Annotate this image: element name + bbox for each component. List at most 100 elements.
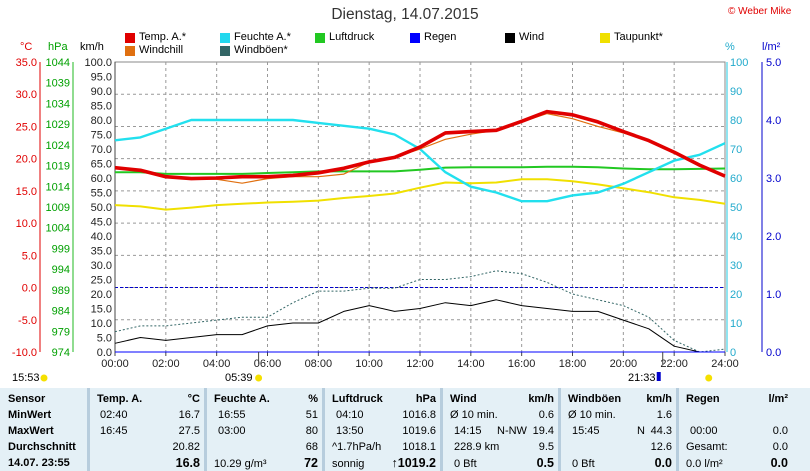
temp-min-value: 16.7 [178, 409, 200, 421]
stats-head-rain: Regen [686, 393, 720, 405]
wind-distance: 228.9 km [454, 441, 500, 453]
x-tick-label: 12:00 [406, 358, 434, 370]
pressure-tick-label: 1034 [46, 98, 70, 110]
stats-unit-rain: l/m² [768, 393, 788, 405]
legend-swatch-rain [410, 33, 420, 43]
rain-tick-label: 2.0 [766, 231, 781, 243]
stats-row-avg: Durchschnitt [8, 441, 76, 453]
temp-tick-label: 10.0 [16, 218, 37, 230]
humidity-absolute: 10.29 g/m³ [214, 458, 267, 470]
stats-head-humidity: Feuchte A. [214, 393, 270, 405]
wind-tick-label: 90.0 [91, 86, 112, 98]
legend-swatch-wind [505, 33, 515, 43]
stats-unit-humidity: % [308, 393, 318, 405]
wind-tick-label: 35.0 [91, 246, 112, 258]
x-tick-label: 18:00 [559, 358, 587, 370]
legend-label-humidity: Feuchte A.* [234, 31, 291, 43]
chart-title: Dienstag, 14.07.2015 [331, 6, 479, 23]
pressure-tick-label: 1004 [46, 223, 70, 235]
rain-tick-label: 3.0 [766, 173, 781, 185]
legend-label-gust: Windböen* [234, 44, 288, 56]
stats-separator [322, 388, 325, 471]
x-tick-label: 16:00 [508, 358, 536, 370]
wind-tick-label: 10.0 [91, 318, 112, 330]
humidity-tick-label: 60 [730, 173, 742, 185]
series-line-taupunkt [114, 178, 726, 211]
wind-beaufort: 0 Bft [454, 458, 477, 470]
stats-separator [87, 388, 90, 471]
humidity-tick-label: 80 [730, 115, 742, 127]
rain-tick-label: 0.0 [766, 347, 781, 359]
x-tick-label: 02:00 [152, 358, 180, 370]
humidity-tick-label: 90 [730, 86, 742, 98]
x-tick-label: 00:00 [101, 358, 129, 370]
humidity-tick-label: 50 [730, 202, 742, 214]
temp-tick-label: 35.0 [16, 57, 37, 69]
legend-label-wind: Wind [519, 31, 545, 43]
stats-row-min: MinWert [8, 409, 52, 421]
legend-label-rain: Regen [424, 31, 457, 43]
wind-tick-label: 95.0 [91, 72, 112, 84]
stats-separator [676, 388, 679, 471]
wind-tick-label: 5.0 [97, 333, 112, 345]
weather-chart: 35.0 30.0 25.0 20.0 15.0 10.0 5.0 0.0 -5.0 -10.0 1… [12, 57, 781, 382]
stats-row-now: 14.07. 23:55 [8, 457, 70, 469]
wind-axis-unit: km/h [80, 41, 104, 53]
x-tick-label: 22:00 [660, 358, 688, 370]
gust-now-value: 0.0 [654, 456, 672, 470]
stats-head-wind: Wind [450, 393, 477, 405]
humidity-tick-label: 20 [730, 289, 742, 301]
x-tick-label: 20:00 [610, 358, 638, 370]
wind-tick-label: 25.0 [91, 275, 112, 287]
stats-unit-temp: °C [187, 393, 200, 405]
humidity-now-value: 72 [304, 456, 318, 470]
wind-tick-label: 80.0 [91, 115, 112, 127]
x-tick-label: 14:00 [457, 358, 485, 370]
rain-tick-label: 1.0 [766, 289, 781, 301]
gust-max-value: 44.3 [650, 425, 672, 437]
humidity-max-value: 80 [305, 425, 318, 437]
wind-avg-value: 9.5 [538, 441, 554, 453]
wind-tick-label: 50.0 [91, 202, 112, 214]
humidity-tick-label: 40 [730, 231, 742, 243]
temp-avg-value: 20.82 [172, 441, 200, 453]
stats-separator [440, 388, 443, 471]
wind-max-value: 19.4 [532, 425, 554, 437]
wind-tick-label: 55.0 [91, 188, 112, 200]
wind-tick-label: 100.0 [84, 57, 112, 69]
legend-label-windchill: Windchill [139, 44, 184, 56]
rain-tick-label: 4.0 [766, 115, 781, 127]
stats-table: Sensor MinWert MaxWert Durchschnitt 14.0… [0, 388, 810, 471]
temp-tick-label: 5.0 [22, 250, 37, 262]
sun-icon [40, 374, 48, 382]
sunrise-icon [255, 374, 263, 382]
gust-avg-value: 12.6 [650, 441, 672, 453]
x-tick-label: 08:00 [305, 358, 333, 370]
wind-tick-label: 20.0 [91, 289, 112, 301]
temp-min-time: 02:40 [100, 409, 128, 421]
wind-avg10-label: Ø 10 min. [450, 409, 498, 421]
humidity-max-time: 03:00 [218, 425, 246, 437]
rain-tick-label: 5.0 [766, 57, 781, 69]
pressure-min-time: 04:10 [336, 409, 364, 421]
legend-swatch-dewpoint [600, 33, 610, 43]
pressure-now-value: ↑1019.2 [391, 456, 436, 470]
stats-separator [558, 388, 561, 471]
copyright-link[interactable]: © Weber Mike [728, 6, 792, 17]
x-tick-label: 24:00 [711, 358, 739, 370]
temp-tick-label: -5.0 [18, 315, 37, 327]
pressure-tick-label: 989 [52, 285, 70, 297]
pressure-tick-label: 974 [52, 347, 70, 359]
temp-tick-label: 30.0 [16, 89, 37, 101]
pressure-trend: ^1.7hPa/h [332, 441, 382, 453]
rain-total-label: Gesamt: [686, 441, 728, 453]
stats-row-max: MaxWert [8, 425, 54, 437]
rain-axis-unit: l/m² [762, 41, 781, 53]
pressure-max-time: 13:50 [336, 425, 364, 437]
legend-label-pressure: Luftdruck [329, 31, 375, 43]
legend-swatch-pressure [315, 33, 325, 43]
legend-swatch-gust [220, 46, 230, 56]
pressure-tick-label: 1044 [46, 57, 70, 69]
wind-tick-label: 0.0 [97, 347, 112, 359]
humidity-tick-label: 100 [730, 57, 748, 69]
